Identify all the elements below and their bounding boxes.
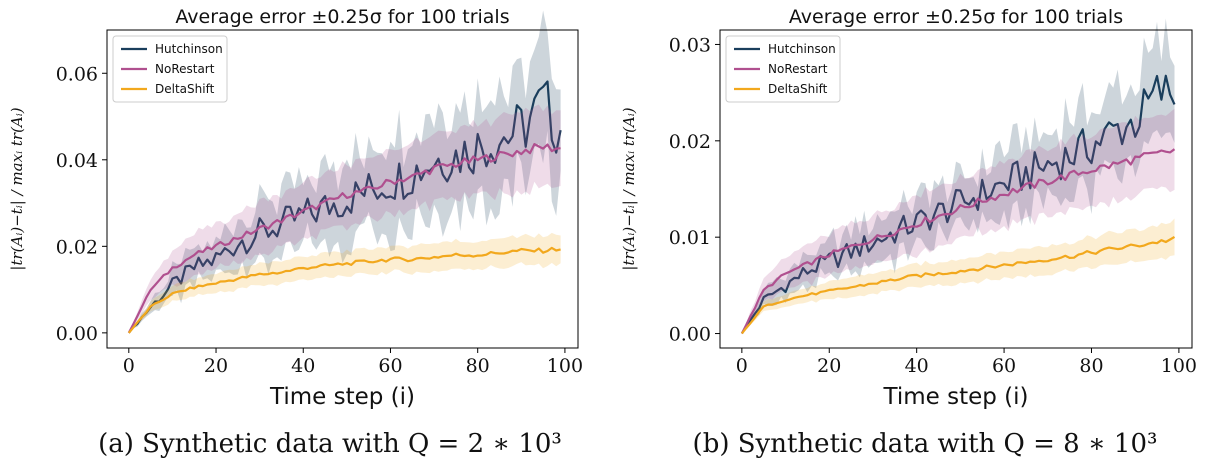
y-tick-label: 0.00 — [56, 323, 98, 345]
y-axis-label: |tr(Aᵢ)−tᵢ| / maxᵢ tr(Aᵢ) — [8, 107, 26, 270]
legend-label-hutchinson: Hutchinson — [155, 42, 223, 56]
legend-label-hutchinson: Hutchinson — [768, 42, 836, 56]
y-tick-label: 0.01 — [669, 227, 711, 249]
x-tick-label: 80 — [466, 355, 490, 377]
x-tick-label: 20 — [817, 355, 841, 377]
y-tick-label: 0.06 — [56, 63, 98, 85]
legend-box — [112, 35, 228, 103]
y-tick-label: 0.03 — [669, 34, 711, 56]
plot-frame — [106, 29, 579, 349]
x-tick-label: 20 — [204, 355, 228, 377]
series-line-norestart — [740, 148, 1176, 334]
legend-box — [725, 35, 841, 103]
x-tick-label: 0 — [736, 355, 748, 377]
x-tick-label: 0 — [123, 355, 135, 377]
legend-label-deltashift: DeltaShift — [155, 82, 215, 96]
series-line-deltashift — [741, 235, 1176, 335]
x-tick-label: 60 — [378, 355, 402, 377]
x-tick-label: 40 — [291, 355, 315, 377]
series-line-deltashift — [127, 246, 561, 334]
x-tick-label: 100 — [1161, 355, 1197, 377]
y-tick-label: 0.02 — [56, 236, 98, 258]
figure-caption: (a) Synthetic data with Q = 2 ∗ 10³ — [98, 429, 562, 459]
plot-frame — [719, 29, 1193, 349]
y-axis-label: |tr(Aᵢ)−tᵢ| / maxᵢ tr(Aᵢ) — [620, 107, 638, 270]
band-hutchinson — [128, 10, 561, 333]
y-tick-label: 0.04 — [56, 150, 98, 172]
band-norestart — [741, 108, 1175, 334]
legend-label-deltashift: DeltaShift — [768, 82, 828, 96]
legend-label-norestart: NoRestart — [768, 62, 828, 76]
series-line-hutchinson — [740, 74, 1176, 335]
x-tick-label: 80 — [1079, 355, 1103, 377]
x-tick-label: 100 — [547, 355, 583, 377]
chart-panel-a: Average error ±0.25σ for 100 trials 0 20 40… — [8, 6, 583, 459]
chart-panel-b: Average error ±0.25σ for 100 trials 0 20 40… — [620, 6, 1197, 459]
chart-title: Average error ±0.25σ for 100 trials — [789, 6, 1123, 28]
legend-label-norestart: NoRestart — [155, 62, 215, 76]
figure-caption: (b) Synthetic data with Q = 8 ∗ 10³ — [693, 429, 1158, 459]
y-tick-label: 0.02 — [669, 131, 711, 153]
chart-title: Average error ±0.25σ for 100 trials — [175, 6, 509, 28]
band-deltashift — [741, 218, 1175, 334]
x-axis-label: Time step (i) — [269, 384, 415, 410]
y-tick-label: 0.00 — [669, 324, 711, 346]
series-line-norestart — [127, 143, 561, 334]
x-tick-label: 60 — [992, 355, 1016, 377]
band-deltashift — [128, 232, 561, 333]
band-norestart — [128, 104, 561, 333]
x-tick-label: 40 — [905, 355, 929, 377]
x-axis-label: Time step (i) — [883, 384, 1029, 410]
